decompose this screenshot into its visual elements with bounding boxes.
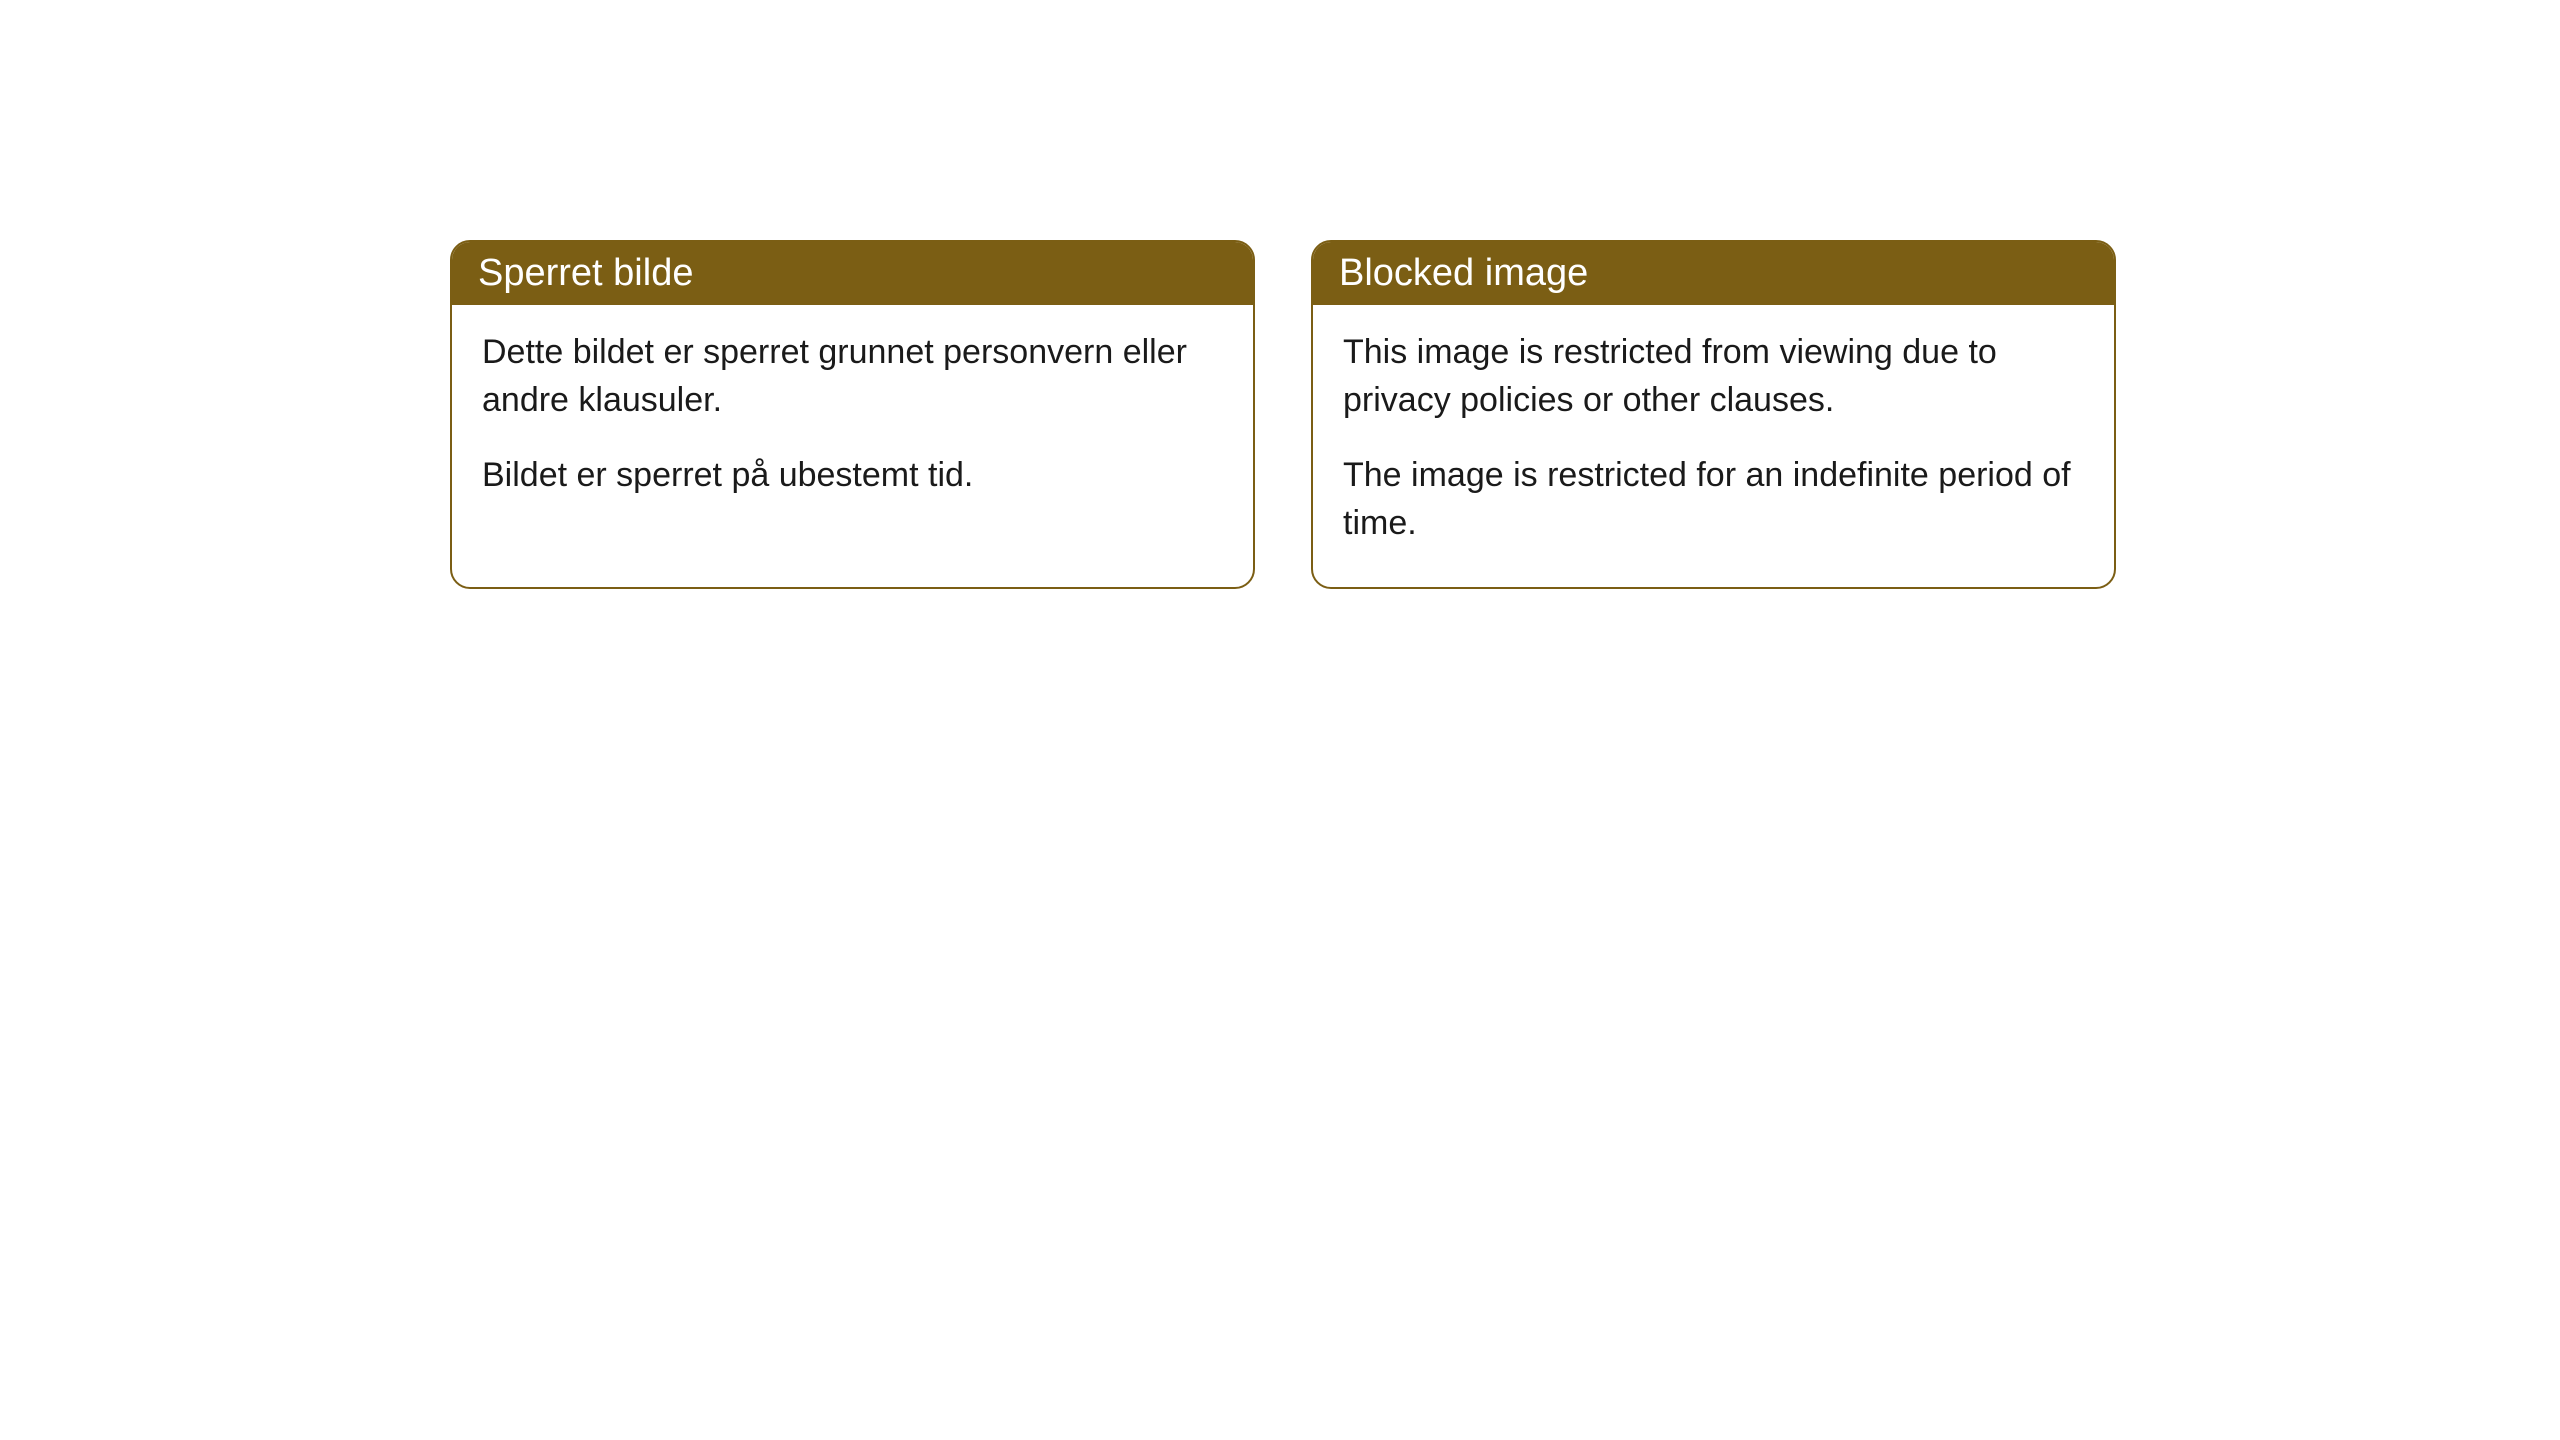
notice-card-container: Sperret bilde Dette bildet er sperret gr…	[450, 240, 2116, 589]
notice-card-english: Blocked image This image is restricted f…	[1311, 240, 2116, 589]
card-body: This image is restricted from viewing du…	[1313, 305, 2114, 587]
card-paragraph: The image is restricted for an indefinit…	[1343, 452, 2084, 547]
card-title: Blocked image	[1339, 252, 1588, 294]
card-paragraph: Bildet er sperret på ubestemt tid.	[482, 452, 1223, 500]
notice-card-norwegian: Sperret bilde Dette bildet er sperret gr…	[450, 240, 1255, 589]
card-paragraph: Dette bildet er sperret grunnet personve…	[482, 329, 1223, 424]
card-paragraph: This image is restricted from viewing du…	[1343, 329, 2084, 424]
card-title: Sperret bilde	[478, 252, 693, 294]
card-header: Sperret bilde	[452, 242, 1253, 305]
card-body: Dette bildet er sperret grunnet personve…	[452, 305, 1253, 540]
card-header: Blocked image	[1313, 242, 2114, 305]
